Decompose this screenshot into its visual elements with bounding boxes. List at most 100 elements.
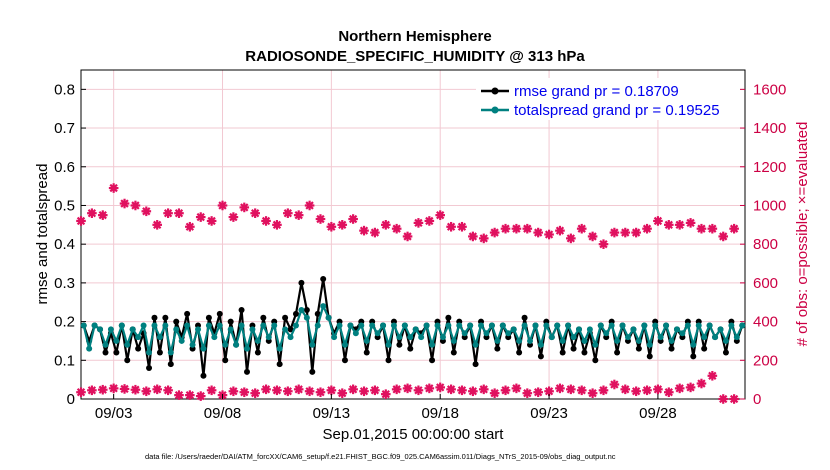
y-tick-label: 0.1: [54, 352, 75, 369]
obs-possible-marker: [674, 220, 685, 230]
spread-point: [107, 326, 114, 333]
spread-point: [86, 345, 93, 352]
obs-evaluated-marker: [163, 385, 173, 396]
spread-point: [265, 334, 272, 341]
obs-marker-arm: [686, 383, 695, 392]
obs-evaluated-marker: [707, 370, 718, 381]
obs-marker-arm: [153, 385, 162, 394]
rmse-point: [222, 357, 229, 364]
obs-evaluated-marker: [76, 387, 86, 398]
obs-evaluated-marker: [348, 384, 358, 395]
obs-marker-arm: [316, 214, 325, 224]
x-tick-label: 09/28: [639, 405, 677, 422]
obs-evaluated-marker: [413, 385, 424, 396]
obs-possible-marker: [293, 210, 304, 220]
spread-point: [309, 341, 316, 348]
spread-point: [434, 322, 441, 329]
spread-point: [570, 334, 577, 341]
rmse-point: [396, 341, 403, 348]
obs-possible-marker: [685, 218, 696, 228]
spread-point: [565, 322, 572, 329]
obs-possible-marker: [97, 210, 108, 220]
obs-possible-marker: [217, 200, 228, 211]
spread-point: [586, 326, 593, 333]
obs-possible-marker: [729, 223, 739, 234]
obs-marker-arm: [381, 389, 390, 399]
obs-marker-arm: [479, 234, 488, 243]
obs-possible-marker: [413, 218, 424, 228]
obs-evaluated-marker: [642, 385, 652, 396]
obs-marker-arm: [163, 209, 173, 218]
obs-marker-arm: [185, 390, 195, 400]
rmse-point: [494, 345, 501, 352]
rmse-point: [146, 365, 153, 372]
obs-possible-marker: [359, 225, 369, 236]
spread-point: [184, 322, 191, 329]
y-right-tick-label: 1000: [753, 197, 786, 214]
obs-possible-marker: [620, 227, 631, 238]
obs-marker-arm: [686, 218, 695, 228]
obs-marker-arm: [719, 394, 728, 404]
obs-marker-arm: [555, 384, 565, 393]
spread-point: [401, 322, 408, 329]
spread-point: [537, 341, 544, 348]
obs-evaluated-marker: [457, 385, 467, 396]
obs-evaluated-marker: [609, 379, 620, 390]
obs-marker-arm: [348, 385, 358, 394]
obs-marker-arm: [229, 212, 238, 222]
spread-point: [505, 330, 512, 337]
obs-possible-marker: [653, 216, 663, 226]
obs-marker-arm: [327, 386, 336, 395]
spread-point: [554, 322, 561, 329]
obs-evaluated-marker: [380, 389, 391, 399]
spread-point: [668, 337, 675, 344]
spread-point: [102, 341, 109, 348]
obs-evaluated-marker: [359, 386, 369, 397]
obs-evaluated-marker: [108, 383, 119, 394]
spread-point: [380, 322, 387, 329]
obs-evaluated-marker: [402, 383, 413, 394]
obs-evaluated-marker: [729, 394, 739, 404]
obs-evaluated-marker: [195, 391, 206, 401]
rmse-point: [668, 345, 675, 352]
spread-point: [499, 322, 506, 329]
obs-evaluated-marker: [391, 384, 402, 395]
obs-marker-arm: [305, 387, 314, 396]
obs-marker-arm: [534, 388, 543, 397]
obs-evaluated-marker: [337, 388, 348, 398]
obs-evaluated-marker: [566, 384, 576, 395]
obs-evaluated-marker: [228, 386, 239, 397]
rmse-point: [722, 349, 729, 356]
y-tick-label: 0.3: [54, 275, 75, 292]
spread-point: [418, 334, 425, 341]
obs-evaluated-marker: [511, 383, 522, 394]
obs-evaluated-marker: [598, 385, 609, 396]
obs-evaluated-marker: [304, 386, 315, 397]
obs-possible-marker: [631, 227, 641, 238]
rmse-point: [407, 345, 414, 352]
rmse-point: [292, 310, 299, 317]
obs-possible-marker: [272, 220, 282, 230]
obs-evaluated-marker: [696, 378, 707, 389]
spread-point: [91, 322, 98, 329]
rmse-point: [173, 318, 180, 325]
obs-marker-arm: [555, 226, 565, 235]
obs-evaluated-marker: [500, 385, 511, 396]
obs-marker-arm: [577, 386, 586, 395]
obs-marker-arm: [490, 389, 499, 398]
rmse-point: [124, 357, 131, 364]
obs-evaluated-marker: [468, 386, 478, 397]
obs-possible-marker: [348, 214, 358, 224]
x-axis-label: Sep.01,2015 00:00:00 start: [323, 426, 505, 443]
spread-point: [684, 322, 691, 329]
legend-spread-marker: [491, 106, 499, 114]
spread-point: [303, 314, 310, 321]
spread-point: [238, 322, 245, 329]
obs-possible-marker: [511, 223, 522, 234]
obs-marker-arm: [697, 379, 706, 388]
spread-point: [510, 326, 517, 333]
obs-possible-marker: [380, 220, 391, 230]
spread-point: [407, 334, 414, 341]
y-tick-label: 0.5: [54, 197, 75, 214]
spread-point: [521, 322, 528, 329]
